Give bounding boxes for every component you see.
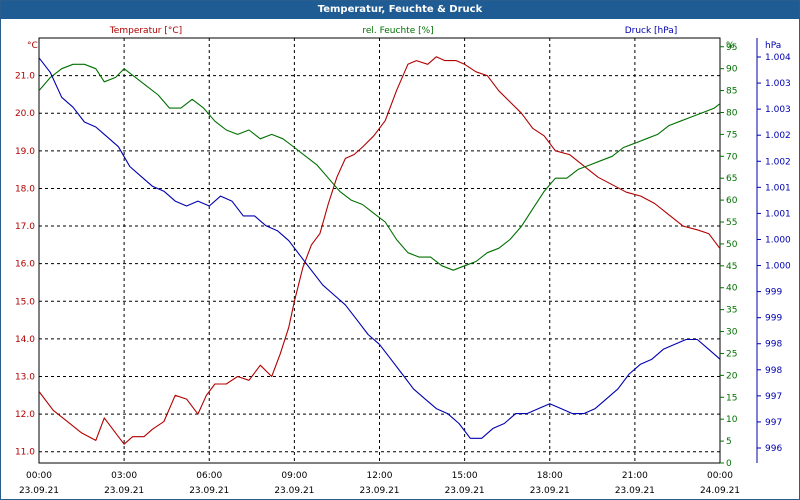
humidity-tick-label: 90: [726, 65, 738, 75]
pressure-tick-label: 998: [765, 340, 782, 350]
pressure-tick-label: 1.002: [765, 131, 791, 141]
temperature-tick-label: 15.0: [15, 297, 35, 307]
pressure-tick-label: 1.003: [765, 105, 791, 115]
x-tick-date: 23.09.21: [19, 486, 59, 496]
humidity-unit: %: [726, 41, 735, 51]
x-tick-time: 18:00: [537, 471, 563, 481]
pressure-tick-label: 999: [765, 314, 782, 324]
humidity-series-label: rel. Feuchte [%]: [362, 26, 433, 36]
temperature-tick-label: 12.0: [15, 410, 35, 420]
pressure-tick-label: 1.000: [765, 235, 791, 245]
temperature-tick-label: 18.0: [15, 184, 35, 194]
x-tick-date: 23.09.21: [530, 486, 570, 496]
window-title: Temperatur, Feuchte & Druck: [1, 1, 799, 19]
humidity-tick-label: 50: [726, 240, 738, 250]
x-tick-time: 06:00: [196, 471, 222, 481]
pressure-tick-label: 1.001: [765, 209, 791, 219]
humidity-tick-label: 20: [726, 371, 738, 381]
pressure-tick-label: 1.001: [765, 183, 791, 193]
humidity-tick-label: 75: [726, 130, 737, 140]
x-tick-time: 21:00: [622, 471, 648, 481]
temperature-unit: °C: [27, 41, 38, 51]
temperature-tick-label: 17.0: [15, 222, 35, 232]
pressure-tick-label: 997: [765, 392, 782, 402]
x-tick-date: 23.09.21: [359, 486, 399, 496]
x-tick-date: 23.09.21: [274, 486, 314, 496]
pressure-tick-label: 1.000: [765, 262, 791, 272]
temperature-tick-label: 13.0: [15, 372, 35, 382]
pressure-tick-label: 1.004: [765, 53, 791, 63]
x-tick-time: 00:00: [26, 471, 52, 481]
temperature-tick-label: 21.0: [15, 72, 35, 82]
pressure-unit: hPa: [765, 41, 781, 51]
axis-labels: 00:00 23.09.21 03:00 23.09.21 06:00 23.09.21 0…: [15, 26, 791, 496]
temperature-series-line: [38, 56, 721, 445]
temperature-series-label: Temperatur [°C]: [109, 26, 182, 36]
temperature-tick-label: 16.0: [15, 260, 35, 270]
pressure-tick-label: 999: [765, 288, 782, 298]
pressure-tick-label: 1.002: [765, 157, 791, 167]
x-tick-time: 09:00: [281, 471, 307, 481]
x-tick-time: 00:00: [707, 471, 733, 481]
humidity-tick-label: 95: [726, 43, 737, 53]
humidity-tick-label: 65: [726, 174, 737, 184]
pressure-tick-label: 996: [765, 444, 782, 454]
humidity-tick-label: 80: [726, 108, 738, 118]
humidity-tick-label: 10: [726, 415, 738, 425]
x-tick-time: 12:00: [367, 471, 393, 481]
x-tick-time: 03:00: [111, 471, 137, 481]
pressure-series-label: Druck [hPa]: [625, 26, 678, 36]
humidity-tick-label: 70: [726, 152, 738, 162]
x-tick-date: 23.09.21: [445, 486, 485, 496]
chart-canvas: 00:00 23.09.21 03:00 23.09.21 06:00 23.09.21 0…: [15, 26, 791, 496]
pressure-tick-label: 997: [765, 418, 782, 428]
temperature-tick-label: 20.0: [15, 109, 35, 119]
x-tick-date: 23.09.21: [615, 486, 655, 496]
x-tick-date: 23.09.21: [104, 486, 144, 496]
series-lines: [38, 56, 721, 445]
temperature-tick-label: 14.0: [15, 335, 35, 345]
humidity-series-line: [38, 63, 721, 271]
grid-lines: [38, 37, 761, 464]
x-tick-date: 23.09.21: [189, 486, 229, 496]
x-tick-time: 15:00: [452, 471, 478, 481]
humidity-tick-label: 85: [726, 87, 737, 97]
x-tick-date: 24.09.21: [700, 486, 740, 496]
humidity-tick-label: 45: [726, 262, 737, 272]
temperature-tick-label: 19.0: [15, 147, 35, 157]
humidity-tick-label: 40: [726, 284, 738, 294]
pressure-tick-label: 1.003: [765, 79, 791, 89]
humidity-tick-label: 25: [726, 349, 737, 359]
humidity-tick-label: 30: [726, 328, 738, 338]
humidity-tick-label: 60: [726, 196, 738, 206]
pressure-series-line: [38, 57, 721, 439]
temperature-tick-label: 11.0: [15, 448, 35, 458]
pressure-tick-label: 998: [765, 366, 782, 376]
humidity-tick-label: 0: [726, 459, 732, 469]
humidity-tick-label: 35: [726, 306, 737, 316]
humidity-tick-label: 55: [726, 218, 737, 228]
humidity-tick-label: 5: [726, 437, 732, 447]
humidity-tick-label: 15: [726, 393, 737, 403]
